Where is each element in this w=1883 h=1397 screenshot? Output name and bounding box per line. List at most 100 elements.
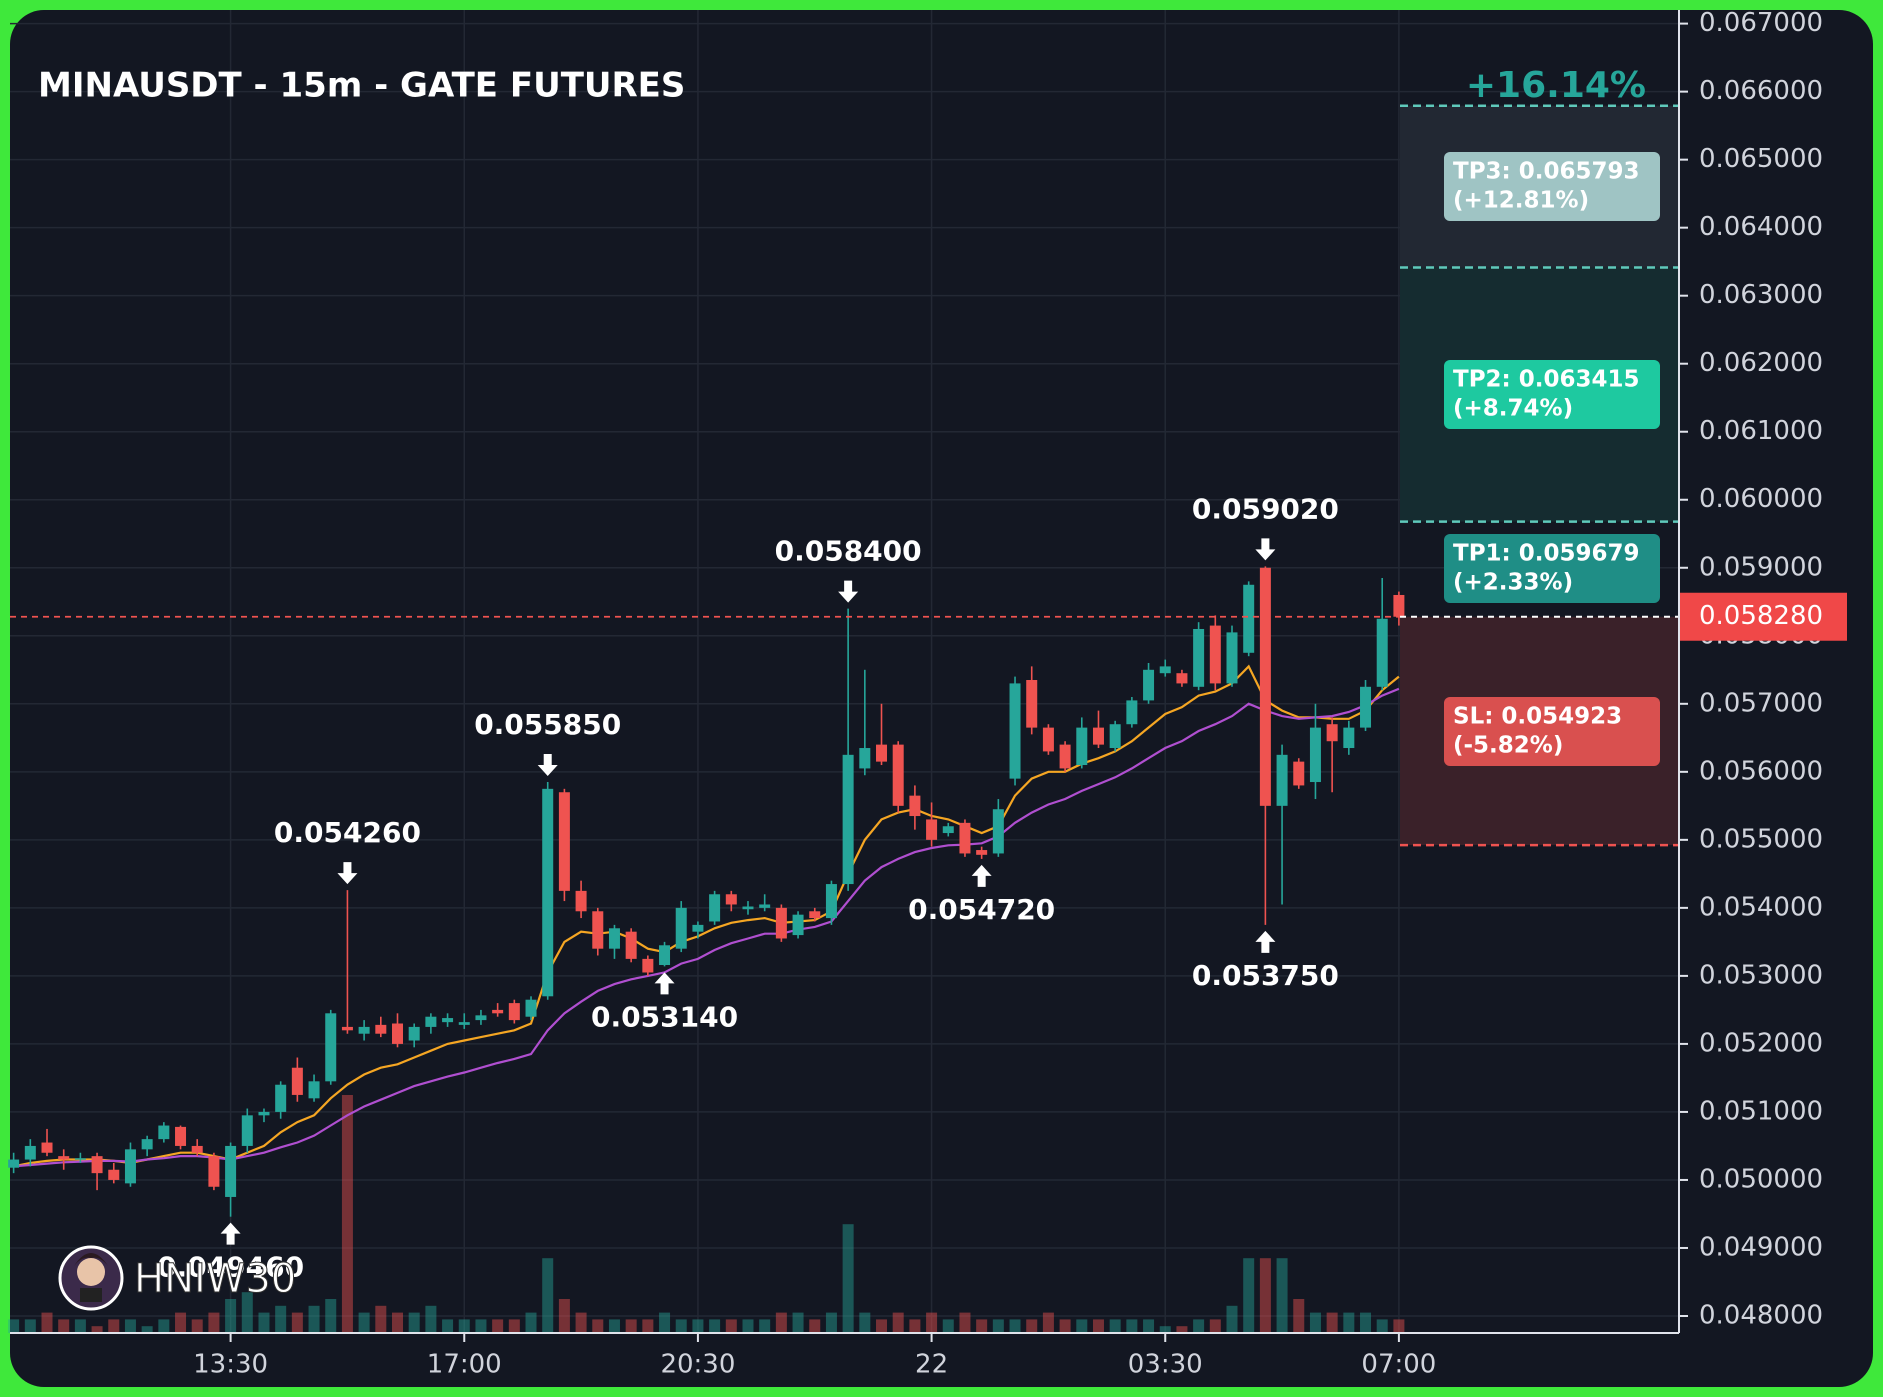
target-change: +16.14% (1466, 65, 1646, 106)
volume-bar (976, 1319, 988, 1333)
y-tick-label: 0.067000 (1699, 8, 1823, 38)
candle-body (442, 1018, 454, 1023)
volume-bar (625, 1319, 637, 1333)
candle-body (358, 1026, 370, 1034)
candle-body (225, 1145, 237, 1197)
volume-bar (58, 1319, 70, 1333)
candle-body (158, 1125, 170, 1140)
volume-bar (642, 1319, 654, 1333)
volume-bar (1009, 1319, 1021, 1333)
volume-bar (909, 1319, 921, 1333)
candle-body (475, 1015, 487, 1021)
annotation: 0.058400 (775, 535, 922, 568)
volume-bar (308, 1305, 320, 1333)
volume-bar (158, 1319, 170, 1333)
arrow (220, 1222, 241, 1245)
candle-body (1076, 727, 1088, 766)
level-label: TP2: 0.063415 (1453, 367, 1640, 393)
candle-body (942, 826, 954, 834)
annotation: 0.059020 (1192, 492, 1339, 525)
y-tick-label: 0.059000 (1699, 552, 1823, 582)
candle-body (425, 1016, 437, 1027)
volume-bar (992, 1319, 1004, 1333)
candle-body (558, 792, 570, 891)
annotation: 0.055850 (474, 708, 621, 741)
candle-body (1159, 666, 1171, 674)
volume-bar (458, 1319, 470, 1333)
candle-body (1376, 618, 1388, 687)
volume-bar (1059, 1319, 1071, 1333)
y-tick-label: 0.052000 (1699, 1028, 1823, 1058)
volume-bar (74, 1319, 86, 1333)
volume-bar (942, 1319, 954, 1333)
volume-bar (1209, 1319, 1221, 1333)
annotation: 0.053750 (1192, 959, 1339, 992)
candle-body (1009, 683, 1021, 779)
candle-body (375, 1024, 387, 1034)
volume-bar (1126, 1319, 1138, 1333)
volume-bar (876, 1319, 888, 1333)
volume-bar (1026, 1319, 1038, 1333)
candle-body (1042, 727, 1054, 752)
candle-body (175, 1126, 187, 1146)
x-tick-label: 03:30 (1128, 1350, 1203, 1380)
volume-bar (825, 1312, 837, 1333)
volume-bar (926, 1312, 938, 1333)
candle-body (1343, 727, 1355, 749)
volume-bar (759, 1319, 771, 1333)
volume-bar (225, 1299, 237, 1333)
candle-body (291, 1067, 303, 1095)
candle-body (1259, 567, 1271, 806)
arrow (1255, 930, 1276, 953)
candle-body (976, 850, 988, 855)
candle-body (41, 1142, 53, 1153)
candle-body (592, 911, 604, 949)
candle-body (341, 1026, 353, 1031)
candle-body (408, 1026, 420, 1041)
volume-bar (1193, 1319, 1205, 1333)
candle-body (1360, 686, 1372, 728)
arrow (971, 864, 992, 887)
candle-body (1026, 680, 1038, 728)
candle-body (926, 819, 938, 840)
candle-body (258, 1111, 270, 1116)
volume-bar (1092, 1319, 1104, 1333)
candle-body (742, 906, 754, 910)
arrow (537, 754, 558, 777)
candle-body (1176, 673, 1188, 684)
volume-bar (425, 1305, 437, 1333)
watermark-text: HNIW30 (134, 1256, 296, 1302)
candle-body (542, 788, 554, 997)
plot (8, 566, 1679, 1217)
candle-body (909, 795, 921, 817)
y-tick-label: 0.064000 (1699, 212, 1823, 242)
y-tick-label: 0.066000 (1699, 76, 1823, 106)
candle-body (892, 744, 904, 806)
volume-bar (408, 1312, 420, 1333)
candle-body (275, 1084, 287, 1112)
volume-bar (1343, 1312, 1355, 1333)
level-change: (+12.81%) (1453, 188, 1589, 214)
candle-body (124, 1149, 136, 1184)
x-tick-label: 17:00 (427, 1350, 502, 1380)
y-tick-label: 0.049000 (1699, 1232, 1823, 1262)
y-tick-label: 0.051000 (1699, 1096, 1823, 1126)
volume-bar (442, 1319, 454, 1333)
candle-body (308, 1081, 320, 1099)
candle-body (208, 1156, 220, 1187)
y-tick-label: 0.057000 (1699, 688, 1823, 718)
indicator-line (13, 664, 1400, 1168)
price-tag-label: 0.058280 (1699, 601, 1823, 631)
candle-body (1326, 724, 1338, 742)
x-tick-label: 22 (915, 1350, 948, 1380)
volume-bar (1393, 1319, 1405, 1333)
level-box (1444, 360, 1660, 429)
avatar-hair (74, 1253, 108, 1266)
candle-body (1193, 628, 1205, 687)
volume-bar (775, 1312, 787, 1333)
volume-bar (24, 1319, 36, 1333)
volume-bar (1143, 1319, 1155, 1333)
candle-body (675, 907, 687, 949)
volume-bar (725, 1319, 737, 1333)
